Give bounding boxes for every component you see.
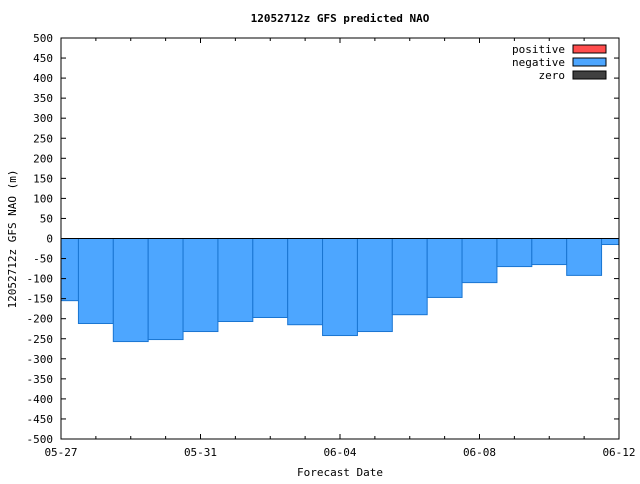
- y-tick-label: -500: [27, 433, 54, 446]
- legend-label-zero: zero: [539, 69, 566, 82]
- legend-swatch-negative: [572, 57, 607, 67]
- negative-bar: [217, 238, 254, 323]
- x-tick-label: 06-04: [323, 446, 356, 459]
- y-tick-label: -50: [33, 253, 53, 266]
- y-tick-label: 500: [33, 32, 53, 45]
- negative-bar: [252, 238, 289, 318]
- negative-bar: [112, 238, 149, 343]
- negative-bar: [60, 238, 79, 302]
- y-tick-label: -450: [27, 413, 54, 426]
- y-tick-label: -350: [27, 373, 54, 386]
- y-tick-label: -150: [27, 293, 54, 306]
- x-tick-label: 06-12: [602, 446, 635, 459]
- negative-bar: [391, 238, 428, 316]
- y-tick-label: 400: [33, 72, 53, 85]
- x-tick-label: 06-08: [463, 446, 496, 459]
- y-tick-label: 300: [33, 112, 53, 125]
- y-tick-label: -200: [27, 313, 54, 326]
- negative-bar: [461, 238, 498, 284]
- y-tick-label: 50: [40, 212, 53, 225]
- negative-bar: [426, 238, 463, 298]
- negative-bar: [147, 238, 184, 341]
- x-tick-label: 05-31: [184, 446, 217, 459]
- y-tick-label: 100: [33, 192, 53, 205]
- legend-label-positive: positive: [512, 43, 565, 56]
- negative-bar: [77, 238, 114, 325]
- y-tick-label: -400: [27, 393, 54, 406]
- legend-label-negative: negative: [512, 56, 565, 69]
- negative-bar: [601, 238, 620, 246]
- y-tick-label: -100: [27, 273, 54, 286]
- legend-swatch-zero: [572, 70, 607, 80]
- x-tick-label: 05-27: [44, 446, 77, 459]
- negative-bar: [531, 238, 568, 266]
- y-tick-label: 450: [33, 52, 53, 65]
- chart-title: 12052712z GFS predicted NAO: [251, 12, 430, 25]
- negative-bar: [356, 238, 393, 333]
- negative-bar: [566, 238, 603, 276]
- y-axis-label: 12052712z GFS NAO (m): [6, 169, 19, 308]
- y-tick-label: 150: [33, 172, 53, 185]
- negative-bar: [496, 238, 533, 268]
- y-tick-label: 350: [33, 92, 53, 105]
- y-tick-label: -300: [27, 353, 54, 366]
- negative-bar: [182, 238, 219, 333]
- negative-bar: [287, 238, 324, 326]
- x-axis-label: Forecast Date: [297, 466, 383, 479]
- y-tick-label: -250: [27, 333, 54, 346]
- y-tick-label: 200: [33, 152, 53, 165]
- y-tick-label: 250: [33, 132, 53, 145]
- legend-swatch-positive: [572, 44, 607, 54]
- negative-bar: [322, 238, 358, 337]
- y-tick-label: 0: [46, 233, 53, 246]
